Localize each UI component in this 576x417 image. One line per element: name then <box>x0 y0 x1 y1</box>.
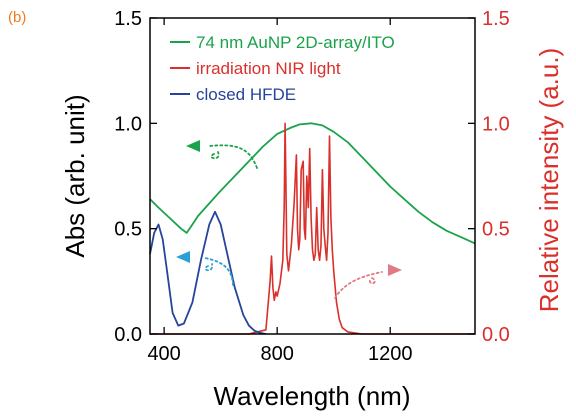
plot-frame <box>149 17 476 335</box>
annotation-arrow-path-2 <box>334 271 383 299</box>
y-right-tick-label: 1.0 <box>482 113 510 135</box>
annotation-arrows <box>176 140 402 299</box>
series-line-2 <box>149 210 267 335</box>
annotation-arrow-path-0 <box>209 144 258 169</box>
y-right-tick-label: 0.5 <box>482 219 510 241</box>
y-left-tick-label: 1.5 <box>114 8 142 30</box>
y-axis-left: 0.0 0.5 1.0 1.5 <box>114 8 157 346</box>
annotation-arrow-head-2 <box>388 264 402 276</box>
y-right-tick-label: 0.0 <box>482 324 510 346</box>
x-axis: 400 800 1200 <box>147 18 412 365</box>
y-axis-right: 0.0 0.5 1.0 1.5 <box>468 8 510 346</box>
legend-label-2: closed HFDE <box>196 85 296 104</box>
y-left-tick-label: 0.5 <box>114 219 142 241</box>
x-tick-label: 800 <box>260 343 293 365</box>
y-left-tick-label: 1.0 <box>114 113 142 135</box>
annotation-arrow-path-1 <box>204 257 234 286</box>
panel-label: (b) <box>8 9 26 26</box>
y-left-tick-label: 0.0 <box>114 324 142 346</box>
plot-area <box>149 122 476 335</box>
x-axis-title: Wavelength (nm) <box>214 381 411 411</box>
y-right-tick-label: 1.5 <box>482 8 510 30</box>
annotation-arrow-head-0 <box>186 140 200 152</box>
y-axis-left-title: Abs (arb. unit) <box>60 94 90 257</box>
legend: 74 nm AuNP 2D-array/ITO irradiation NIR l… <box>170 33 395 104</box>
series-line-1 <box>150 122 475 335</box>
series-line-0 <box>149 122 476 245</box>
annotation-arrow-head-1 <box>176 251 190 263</box>
x-tick-label: 400 <box>147 343 180 365</box>
x-tick-label: 1200 <box>368 343 413 365</box>
legend-label-1: irradiation NIR light <box>196 59 341 78</box>
legend-label-0: 74 nm AuNP 2D-array/ITO <box>196 33 395 52</box>
y-axis-right-title: Relative intensity (a.u.) <box>534 48 564 312</box>
